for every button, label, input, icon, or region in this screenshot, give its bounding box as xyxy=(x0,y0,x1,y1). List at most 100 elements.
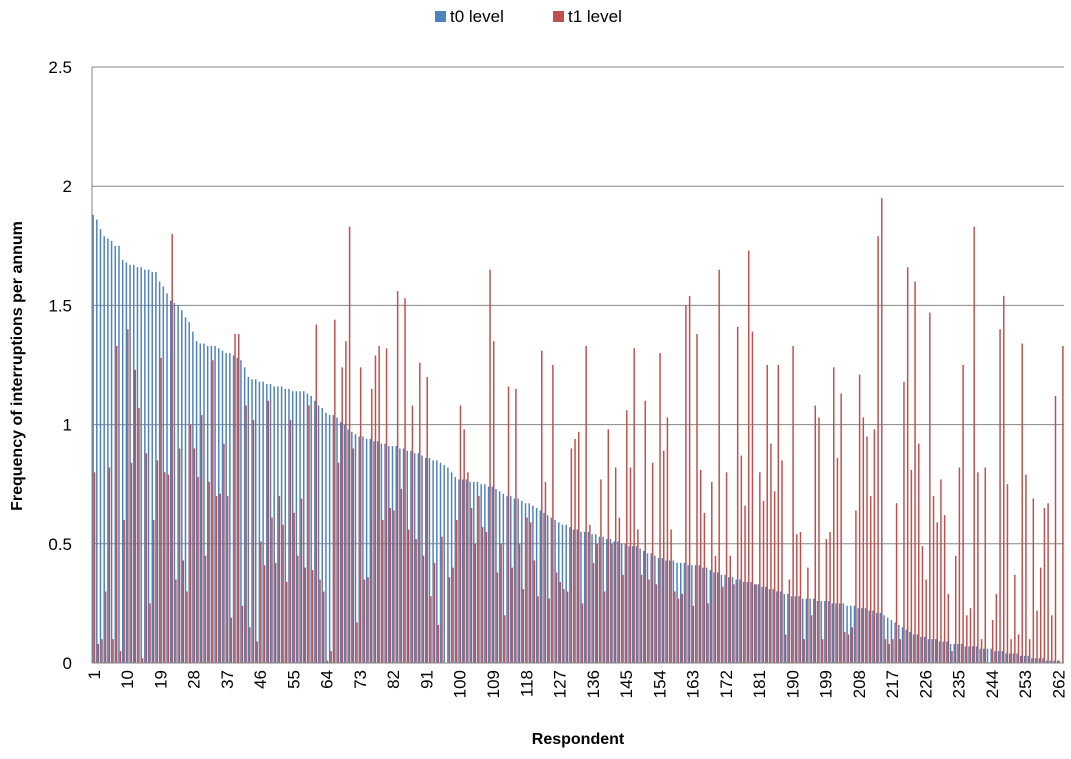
x-tick-label: 181 xyxy=(750,670,769,698)
t1-bar xyxy=(411,405,414,663)
t1-bar xyxy=(1054,395,1057,663)
t0-bar xyxy=(654,555,656,663)
t1-bar xyxy=(485,531,488,663)
t1-bar xyxy=(559,581,561,663)
t1-bar xyxy=(341,367,343,663)
t0-bar xyxy=(964,646,967,663)
t0-bar xyxy=(299,391,301,663)
t0-bar xyxy=(129,264,131,663)
t1-bar xyxy=(315,324,318,663)
t1-bar xyxy=(511,567,513,663)
t1-bar xyxy=(367,577,369,663)
t1-bar xyxy=(681,593,683,663)
t0-bar xyxy=(790,596,793,663)
x-tick-label: 208 xyxy=(850,670,869,698)
t1-bar xyxy=(847,634,850,663)
t0-bar xyxy=(447,467,449,663)
t1-bar xyxy=(563,589,565,663)
t0-bar xyxy=(321,407,323,663)
t0-bar xyxy=(909,632,911,663)
t1-bar xyxy=(1017,634,1020,663)
t0-bar xyxy=(147,269,150,663)
t1-bar xyxy=(326,660,329,663)
t1-bar xyxy=(869,496,872,663)
t1-bar xyxy=(167,474,170,663)
t0-bar xyxy=(886,617,889,663)
t0-bar xyxy=(1042,658,1044,663)
t0-bar xyxy=(558,522,560,663)
t0-bar xyxy=(273,386,275,663)
t0-bar xyxy=(872,610,874,663)
t0-bar xyxy=(317,405,320,663)
t0-bar xyxy=(465,479,468,663)
t0-bar xyxy=(199,343,202,663)
t0-bar xyxy=(498,491,501,663)
t1-bar xyxy=(884,639,887,663)
t0-bar xyxy=(572,529,575,663)
t1-bar xyxy=(518,543,521,663)
t0-bar xyxy=(92,214,94,664)
t1-bar xyxy=(995,593,998,663)
t0-bar xyxy=(546,515,549,663)
t0-bar xyxy=(288,388,290,663)
t0-bar xyxy=(454,477,457,663)
t1-bar xyxy=(862,417,865,663)
t1-bar xyxy=(522,589,525,663)
t0-bar xyxy=(835,603,837,663)
t1-bar xyxy=(404,298,406,663)
t0-bar xyxy=(606,539,608,663)
t0-bar xyxy=(336,417,338,663)
t0-bar xyxy=(768,589,771,663)
t1-bar xyxy=(954,555,957,663)
t0-bar xyxy=(628,546,630,663)
t1-bar xyxy=(888,643,890,663)
t1-bar xyxy=(703,512,706,663)
y-tick-label: 0 xyxy=(63,654,72,673)
bars-t1-series xyxy=(93,198,1064,663)
t0-bar xyxy=(144,269,146,663)
t0-bar xyxy=(927,639,930,663)
t1-bar xyxy=(389,508,391,663)
t0-bar xyxy=(691,565,693,663)
t0-bar xyxy=(332,415,335,663)
t1-bar xyxy=(744,505,746,663)
t1-bar xyxy=(101,639,103,663)
t1-bar xyxy=(311,570,314,663)
t1-bar xyxy=(433,562,436,663)
t1-bar xyxy=(104,591,107,663)
t0-bar xyxy=(254,379,257,663)
t0-bar xyxy=(580,531,582,663)
x-tick-label: 73 xyxy=(351,670,370,689)
y-tick-labels: 0 0.5 1 1.5 2 2.5 xyxy=(48,58,72,673)
t1-bar xyxy=(762,500,765,663)
t1-bar xyxy=(629,467,632,663)
t1-bar xyxy=(810,615,813,663)
t1-bar xyxy=(829,531,831,663)
t0-bar xyxy=(517,498,519,663)
t0-bar xyxy=(694,565,697,663)
t0-bar xyxy=(343,424,346,663)
t1-bar xyxy=(1021,343,1023,663)
t0-bar xyxy=(391,446,394,663)
t0-bar xyxy=(195,341,198,663)
t1-bar xyxy=(241,605,244,663)
t1-bar xyxy=(718,269,720,663)
t1-bar xyxy=(622,574,624,663)
t0-bar xyxy=(184,317,187,663)
t0-bar xyxy=(776,591,778,663)
t1-bar xyxy=(97,643,100,663)
t1-bar xyxy=(1003,295,1005,663)
t0-bar xyxy=(827,601,830,663)
t1-bar xyxy=(748,250,750,663)
legend-label-t0: t0 level xyxy=(450,7,504,26)
t0-bar xyxy=(513,498,516,663)
t0-bar xyxy=(801,598,804,663)
t1-bar xyxy=(419,362,421,663)
t0-bar xyxy=(247,376,250,663)
t0-bar xyxy=(473,481,475,663)
t1-bar xyxy=(677,598,680,663)
t0-bar xyxy=(609,539,612,663)
t0-bar xyxy=(842,603,845,663)
t1-bar xyxy=(881,198,883,663)
t0-bar xyxy=(121,260,124,663)
